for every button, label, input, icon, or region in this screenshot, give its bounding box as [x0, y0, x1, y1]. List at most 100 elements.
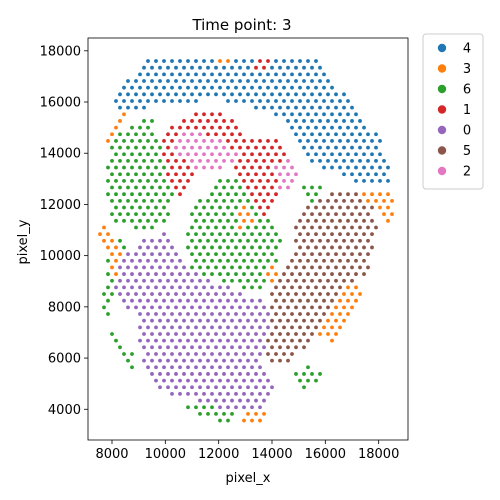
- data-point: [150, 172, 154, 177]
- data-point: [150, 332, 154, 336]
- data-point: [318, 238, 322, 243]
- data-point: [242, 272, 246, 276]
- data-point: [270, 238, 274, 243]
- data-point: [258, 178, 262, 183]
- data-point: [358, 265, 362, 270]
- data-point: [282, 85, 286, 90]
- data-point: [202, 125, 206, 130]
- y-tick-label: 18000: [40, 44, 81, 59]
- data-point: [186, 352, 190, 356]
- data-point: [354, 285, 358, 290]
- data-point: [146, 59, 150, 63]
- data-point: [166, 265, 170, 270]
- data-point: [126, 252, 130, 257]
- data-point: [214, 225, 218, 230]
- data-point: [222, 212, 226, 217]
- data-point: [262, 159, 266, 163]
- data-point: [130, 139, 134, 143]
- y-axis-label: pixel_y: [16, 219, 31, 264]
- data-point: [250, 72, 254, 77]
- data-point: [150, 79, 154, 83]
- data-point: [270, 292, 274, 296]
- data-point: [254, 185, 258, 190]
- data-point: [254, 332, 258, 336]
- data-point: [226, 312, 230, 316]
- data-point: [306, 378, 310, 383]
- data-point: [334, 198, 338, 203]
- data-point: [190, 292, 194, 296]
- data-point: [214, 65, 218, 70]
- data-point: [166, 132, 170, 137]
- data-point: [302, 79, 306, 83]
- data-point: [174, 79, 178, 83]
- data-point: [298, 72, 302, 77]
- data-point: [306, 139, 310, 143]
- data-point: [310, 305, 314, 310]
- data-point: [294, 172, 298, 177]
- data-point: [122, 165, 126, 170]
- data-point: [186, 59, 190, 63]
- data-point: [266, 178, 270, 183]
- data-point: [114, 139, 118, 143]
- data-point: [358, 198, 362, 203]
- data-point: [214, 252, 218, 257]
- data-point: [138, 218, 142, 223]
- data-point: [326, 92, 330, 97]
- data-point: [342, 172, 346, 177]
- data-point: [146, 178, 150, 183]
- data-point: [170, 325, 174, 330]
- data-point: [278, 172, 282, 177]
- y-tick-label: 14000: [40, 147, 81, 162]
- data-point: [374, 132, 378, 137]
- data-point: [242, 352, 246, 356]
- data-point: [306, 125, 310, 130]
- data-point: [302, 385, 306, 390]
- data-point: [230, 398, 234, 403]
- data-point: [130, 298, 134, 303]
- data-point: [286, 278, 290, 283]
- data-point: [226, 258, 230, 263]
- data-point: [314, 192, 318, 197]
- data-point: [310, 278, 314, 283]
- data-point: [354, 125, 358, 130]
- data-point: [122, 285, 126, 290]
- data-point: [298, 285, 302, 290]
- data-point: [218, 125, 222, 130]
- data-point: [202, 405, 206, 410]
- data-point: [294, 318, 298, 323]
- data-point: [174, 358, 178, 363]
- data-point: [390, 212, 394, 217]
- data-point: [378, 152, 382, 157]
- data-point: [154, 152, 158, 157]
- data-point: [182, 318, 186, 323]
- data-point: [210, 205, 214, 210]
- data-point: [318, 119, 322, 123]
- data-point: [170, 258, 174, 263]
- data-point: [174, 185, 178, 190]
- data-point: [374, 145, 378, 150]
- data-point: [334, 132, 338, 137]
- data-point: [314, 85, 318, 90]
- data-point: [118, 172, 122, 177]
- data-point: [158, 305, 162, 310]
- data-point: [350, 305, 354, 310]
- data-point: [278, 92, 282, 97]
- data-point: [258, 378, 262, 383]
- data-point: [102, 292, 106, 296]
- data-point: [138, 298, 142, 303]
- data-point: [262, 185, 266, 190]
- data-point: [206, 318, 210, 323]
- data-point: [338, 312, 342, 316]
- data-point: [314, 125, 318, 130]
- data-point: [354, 205, 358, 210]
- data-point: [262, 92, 266, 97]
- data-point: [294, 278, 298, 283]
- data-point: [230, 278, 234, 283]
- data-point: [242, 378, 246, 383]
- data-point: [134, 172, 138, 177]
- data-point: [210, 312, 214, 316]
- data-point: [238, 372, 242, 376]
- data-point: [130, 165, 134, 170]
- data-point: [262, 398, 266, 403]
- data-point: [162, 205, 166, 210]
